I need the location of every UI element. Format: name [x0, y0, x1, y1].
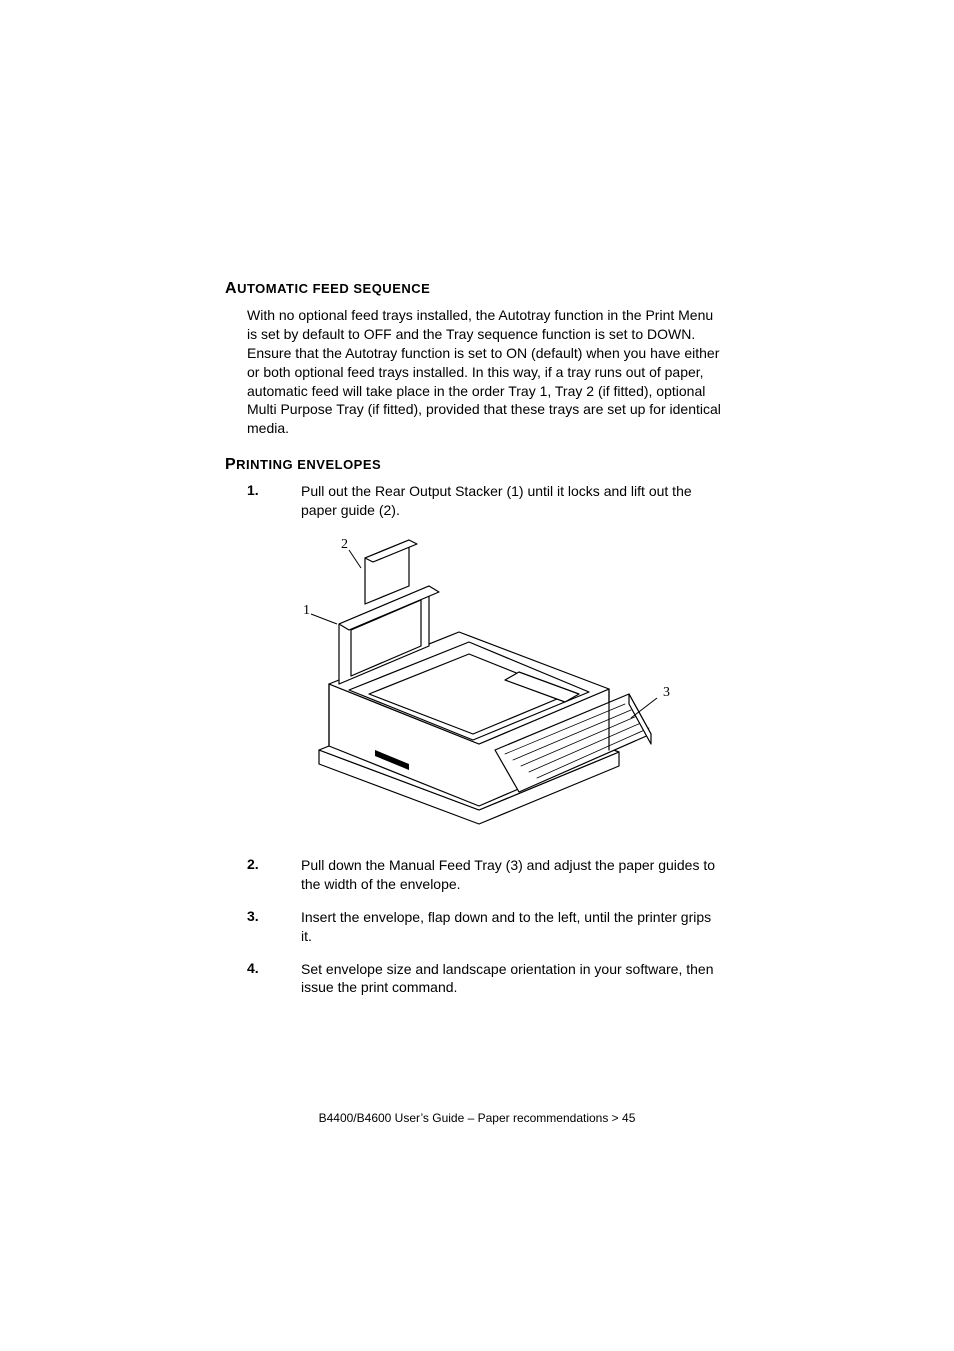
- heading-initial: P: [225, 456, 236, 473]
- heading-rest: RINTING ENVELOPES: [236, 457, 381, 472]
- page-footer: B4400/B4600 User’s Guide – Paper recomme…: [0, 1111, 954, 1125]
- list-item: 4. Set envelope size and landscape orien…: [247, 960, 724, 998]
- envelope-steps-cont: 2. Pull down the Manual Feed Tray (3) an…: [247, 856, 724, 997]
- list-item: 3. Insert the envelope, flap down and to…: [247, 908, 724, 946]
- document-page: AUTOMATIC FEED SEQUENCE With no optional…: [0, 0, 954, 1351]
- envelope-steps: 1. Pull out the Rear Output Stacker (1) …: [247, 482, 724, 520]
- step-number: 4.: [247, 960, 301, 998]
- callout-1: 1: [303, 603, 310, 618]
- step-number: 2.: [247, 856, 301, 894]
- heading-auto-feed: AUTOMATIC FEED SEQUENCE: [225, 280, 724, 298]
- step-number: 3.: [247, 908, 301, 946]
- auto-feed-body: With no optional feed trays installed, t…: [247, 306, 724, 438]
- callout-2: 2: [341, 537, 348, 552]
- step-text: Pull down the Manual Feed Tray (3) and a…: [301, 856, 724, 894]
- printer-figure: 1 2 3: [279, 534, 724, 834]
- step-number: 1.: [247, 482, 301, 520]
- printer-line-drawing: 1 2 3: [279, 534, 679, 834]
- list-item: 1. Pull out the Rear Output Stacker (1) …: [247, 482, 724, 520]
- heading-initial: A: [225, 280, 237, 297]
- step-text: Insert the envelope, flap down and to th…: [301, 908, 724, 946]
- step-text: Pull out the Rear Output Stacker (1) unt…: [301, 482, 724, 520]
- heading-rest: UTOMATIC FEED SEQUENCE: [237, 281, 430, 296]
- list-item: 2. Pull down the Manual Feed Tray (3) an…: [247, 856, 724, 894]
- callout-3: 3: [663, 685, 670, 700]
- heading-envelopes: PRINTING ENVELOPES: [225, 456, 724, 474]
- step-text: Set envelope size and landscape orientat…: [301, 960, 724, 998]
